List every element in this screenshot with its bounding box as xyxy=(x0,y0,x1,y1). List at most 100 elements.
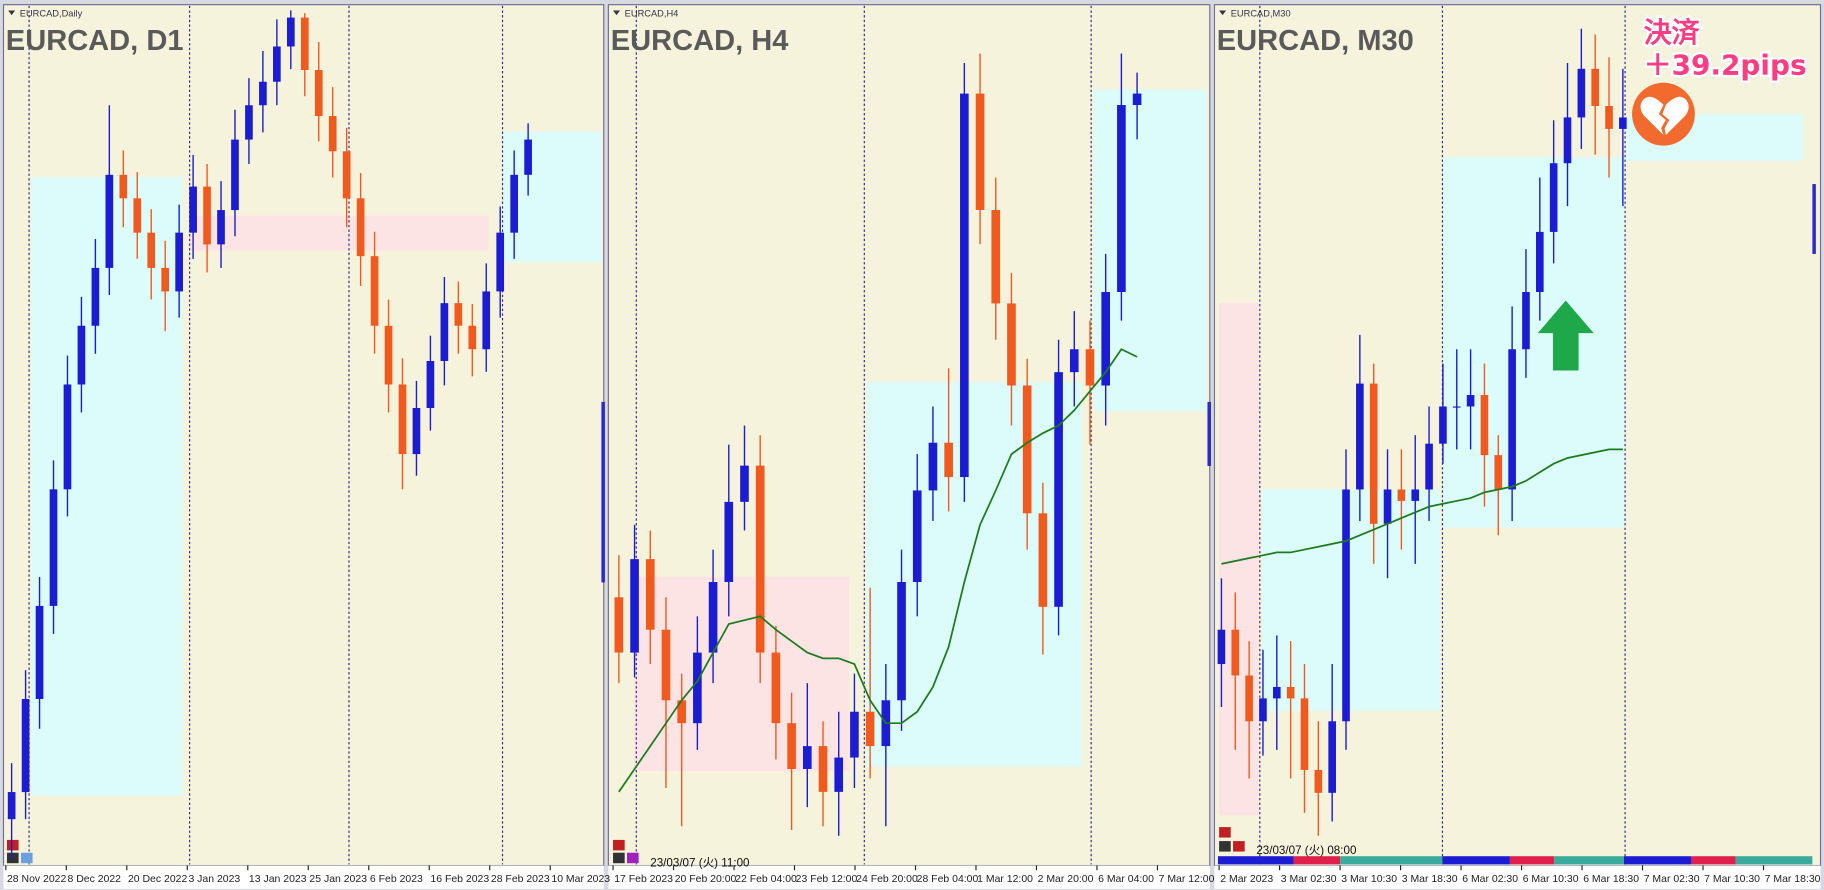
candle-body xyxy=(1452,406,1461,408)
icon xyxy=(1219,841,1231,852)
label-arrow xyxy=(613,10,621,16)
candle-body xyxy=(960,93,969,478)
icons xyxy=(6,184,1816,864)
candle-body xyxy=(203,186,211,245)
candle-body xyxy=(661,629,671,701)
x-tick-label: 1 Mar 12:00 xyxy=(977,874,1033,885)
candle-body xyxy=(1286,686,1295,699)
candle-body xyxy=(147,232,156,268)
x-tick-label: 7 Mar 12:00 xyxy=(1159,874,1215,885)
icon xyxy=(1219,827,1231,838)
candle-body xyxy=(1536,231,1544,293)
candle-body xyxy=(1425,443,1433,490)
candle-body xyxy=(1231,629,1240,676)
candle-body xyxy=(1117,105,1126,293)
candle-body xyxy=(314,69,323,117)
candle-body xyxy=(300,17,309,70)
candle-body xyxy=(912,490,922,583)
label-arrow xyxy=(1219,10,1227,16)
zone xyxy=(502,131,602,263)
candle-body xyxy=(35,605,44,699)
candle-body xyxy=(645,559,655,630)
candle-body xyxy=(1038,513,1048,607)
x-tick-label: 17 Feb 2023 xyxy=(614,874,673,885)
zone xyxy=(866,382,1082,767)
x-tick-label: 3 Jan 2023 xyxy=(188,874,240,885)
candle-body xyxy=(1591,68,1599,106)
icon xyxy=(613,839,625,851)
candle-body xyxy=(91,267,100,326)
x-tick-label: 10 Mar 2023 xyxy=(551,874,610,885)
scroll-mark xyxy=(1207,401,1211,466)
candle-body xyxy=(105,174,114,268)
x-tick-label: 8 Dec 2022 xyxy=(67,874,121,885)
candle-body xyxy=(245,105,253,140)
candle-body xyxy=(1328,721,1336,793)
signal-bar xyxy=(1217,856,1813,865)
bar-seg xyxy=(1340,856,1443,865)
candle-body xyxy=(454,303,463,326)
candle-body xyxy=(975,93,985,210)
candle-body xyxy=(1466,395,1475,407)
x-tick-label: 28 Feb 04:00 xyxy=(917,874,979,885)
candle-body xyxy=(356,198,365,257)
bar-seg xyxy=(1691,856,1736,865)
x-tick-label: 6 Mar 04:00 xyxy=(1098,874,1154,885)
candle-body xyxy=(944,442,953,478)
candle-body xyxy=(1054,372,1063,607)
x-tick-label: 6 Mar 18:30 xyxy=(1583,874,1639,885)
heart-right xyxy=(1662,96,1689,136)
candle-body xyxy=(1439,406,1447,444)
candle-body xyxy=(468,325,477,350)
annotation: 決済 xyxy=(1644,16,1701,49)
bar-seg xyxy=(1442,856,1510,865)
candle-body xyxy=(1577,68,1586,118)
candle-body xyxy=(740,465,749,502)
scroll-mark xyxy=(1812,184,1816,254)
x-tick-label: 7 Mar 10:30 xyxy=(1704,874,1760,885)
x-tick-label: 24 Feb 20:00 xyxy=(856,874,918,885)
candle-body xyxy=(286,17,295,47)
candle-body xyxy=(614,597,624,653)
axis-strip xyxy=(1214,865,1821,889)
candle-body xyxy=(865,711,875,747)
icon xyxy=(20,852,33,864)
candle-body xyxy=(724,501,734,583)
candle-body xyxy=(1085,349,1095,386)
candle-body xyxy=(328,116,337,152)
candle-body xyxy=(440,303,449,361)
x-tick-label: 2 Mar 20:00 xyxy=(1038,874,1094,885)
candle-body xyxy=(1069,349,1079,373)
annotation: ＋39.2pips xyxy=(1644,49,1807,82)
axis-strip xyxy=(608,865,1210,889)
timestamp: 23/03/07 (火) 08:00 xyxy=(1256,844,1357,857)
candle-body xyxy=(133,198,142,233)
label-arrow xyxy=(8,10,16,16)
candle-body xyxy=(259,81,267,106)
candle-body xyxy=(1217,629,1226,665)
zone xyxy=(1219,302,1259,816)
chart-label: EURCAD,M30 xyxy=(1231,8,1291,18)
bar-seg xyxy=(1735,856,1813,865)
candle-body xyxy=(850,711,859,758)
candle-body xyxy=(63,384,72,490)
candle-body xyxy=(771,652,781,724)
x-tick-label: 13 Jan 2023 xyxy=(249,874,307,885)
x-tick-label: 3 Mar 10:30 xyxy=(1341,874,1397,885)
icon xyxy=(627,852,639,864)
x-tick-label: 20 Dec 2022 xyxy=(128,874,188,885)
chart-title: EURCAD, D1 xyxy=(6,25,184,57)
moving-average xyxy=(1221,448,1623,565)
buy-arrow xyxy=(1537,300,1594,371)
candle-body xyxy=(928,442,938,491)
candle-body xyxy=(693,652,702,724)
candle-body xyxy=(119,174,128,199)
icon xyxy=(6,839,19,851)
candle-body xyxy=(161,267,170,292)
candle-body xyxy=(1342,489,1350,722)
x-tick-label: 28 Feb 2023 xyxy=(491,874,550,885)
x-tick-label: 20 Feb 20:00 xyxy=(675,874,737,885)
candle-body xyxy=(1411,489,1420,501)
chart-label: EURCAD,Daily xyxy=(20,8,83,18)
